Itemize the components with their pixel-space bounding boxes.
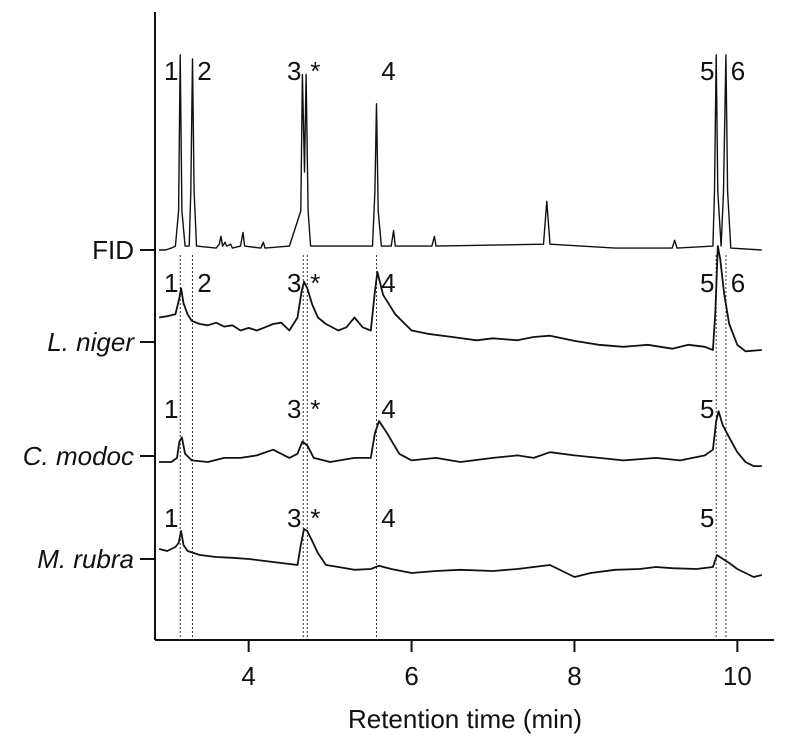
peak-label: 2 [197,56,211,86]
peak-label: 3 [287,394,301,424]
peak-label: * [310,394,320,424]
x-tick-label: 10 [723,661,752,691]
peak-label: 5 [700,394,714,424]
x-axis-label: Retention time (min) [348,704,582,734]
trace-names: FID L. niger C. modoc M. rubra [23,235,155,574]
peak-label: * [310,268,320,298]
peak-label: 4 [381,503,395,533]
peak-label: 1 [164,394,178,424]
trace-c-modoc [159,410,762,467]
peak-labels: 1 2 3 * 4 5 61 2 3 * 4 5 61 3 * 4 51 3 * 4 5 [164,56,745,533]
peak-label: 6 [731,268,745,298]
peak-label: 4 [381,268,395,298]
peak-label: 5 [700,56,714,86]
peak-label: * [310,503,320,533]
x-ticks: 4 6 8 10 [241,640,752,691]
x-tick-label: 6 [404,661,418,691]
trace-name-fid: FID [92,235,134,265]
peak-label: 5 [700,268,714,298]
peak-label: * [310,56,320,86]
peak-label: 4 [381,394,395,424]
peak-label: 3 [287,268,301,298]
trace-fid [159,54,762,251]
peak-label: 1 [164,56,178,86]
peak-label: 6 [731,56,745,86]
peak-label: 3 [287,503,301,533]
peak-label: 4 [381,56,395,86]
trace-name-l-niger: L. niger [47,327,135,357]
peak-label: 1 [164,268,178,298]
peak-label: 2 [197,268,211,298]
retention-guide-lines [179,255,727,638]
trace-m-rubra [158,528,763,578]
x-tick-label: 4 [241,661,255,691]
trace-l-niger [158,245,762,353]
trace-name-c-modoc: C. modoc [23,441,134,471]
trace-lines [158,54,763,578]
axes [154,12,774,641]
peak-label: 5 [700,503,714,533]
peak-label: 1 [164,503,178,533]
peak-label: 3 [287,56,301,86]
trace-name-m-rubra: M. rubra [37,544,134,574]
x-tick-label: 8 [567,661,581,691]
